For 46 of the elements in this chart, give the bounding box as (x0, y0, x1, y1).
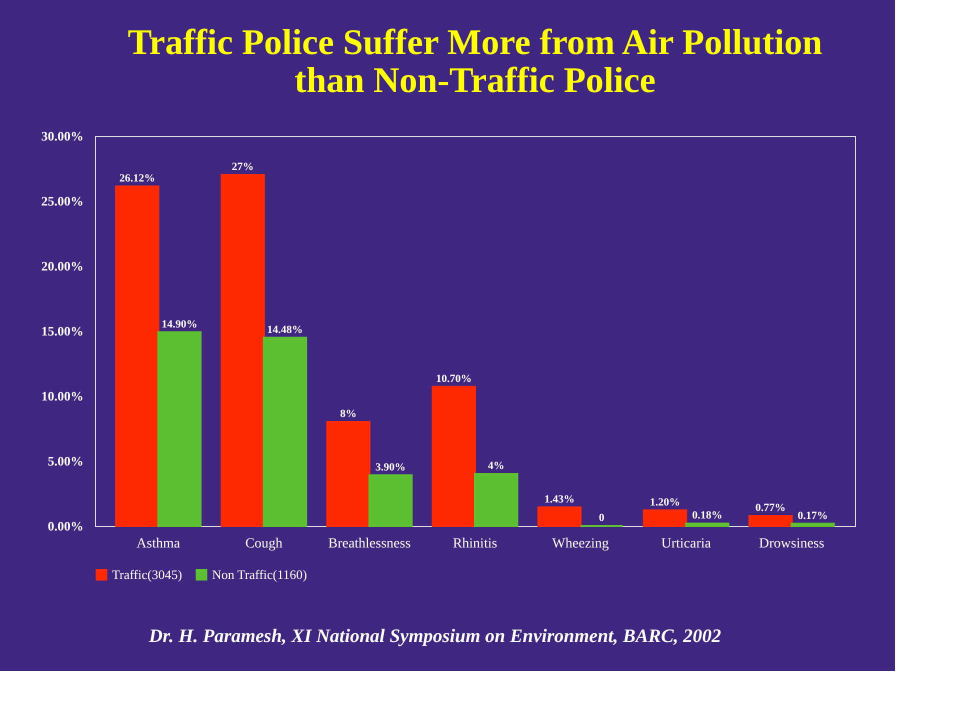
x-tick-label: Rhinitis (452, 536, 498, 552)
data-label: 1.20% (650, 496, 680, 508)
bar (157, 331, 202, 527)
data-label: 0.77% (755, 502, 786, 514)
text: than Non-Traffic Police (294, 60, 656, 100)
bar (368, 474, 413, 527)
data-label: 14.48% (267, 324, 303, 336)
bar (326, 421, 370, 527)
bar (115, 185, 160, 527)
data-label: 27% (232, 161, 254, 173)
data-label: 0.17% (798, 510, 828, 522)
data-label: 0.18% (692, 510, 722, 522)
legend-label: Traffic(3045) (112, 566, 182, 582)
x-tick-label: Cough (245, 536, 283, 552)
bar (790, 522, 835, 527)
data-label: 8% (340, 408, 357, 420)
y-tick-label: 25.00% (41, 194, 84, 208)
x-tick-label: Wheezing (552, 536, 609, 552)
data-label: 4% (488, 460, 504, 472)
x-tick-label: Breathlessness (328, 536, 411, 552)
data-label: 10.70% (436, 372, 472, 385)
bar (432, 386, 476, 527)
data-label: 3.90% (375, 461, 406, 474)
y-tick-label: 20.00% (41, 258, 84, 274)
bar (748, 514, 793, 527)
bar (685, 522, 730, 527)
bar (262, 336, 308, 527)
text: Dr. H. Paramesh, XI National Symposium on Environment, BARC, 2002 (148, 626, 722, 647)
y-tick-label: 5.00% (48, 454, 84, 468)
x-tick-label: Urticaria (661, 536, 712, 552)
bar (474, 473, 518, 527)
x-tick-label: Asthma (136, 536, 181, 552)
bar (220, 174, 265, 527)
bar (642, 509, 688, 527)
x-tick-label: Drowsiness (758, 536, 824, 552)
text: Traffic Police Suffer More from Air Pollution (128, 22, 822, 62)
y-tick-label: 0.00% (48, 518, 84, 534)
data-label: 0 (598, 512, 605, 524)
y-tick-label: 10.00% (41, 388, 84, 404)
data-label: 26.12% (119, 172, 156, 184)
y-tick-label: 30.00% (41, 128, 84, 144)
y-tick-label: 15.00% (41, 324, 84, 338)
data-label: 14.90% (162, 318, 198, 330)
bar (537, 506, 582, 527)
legend-label: Non Traffic(1160) (212, 566, 307, 582)
data-label: 1.43% (544, 493, 575, 506)
